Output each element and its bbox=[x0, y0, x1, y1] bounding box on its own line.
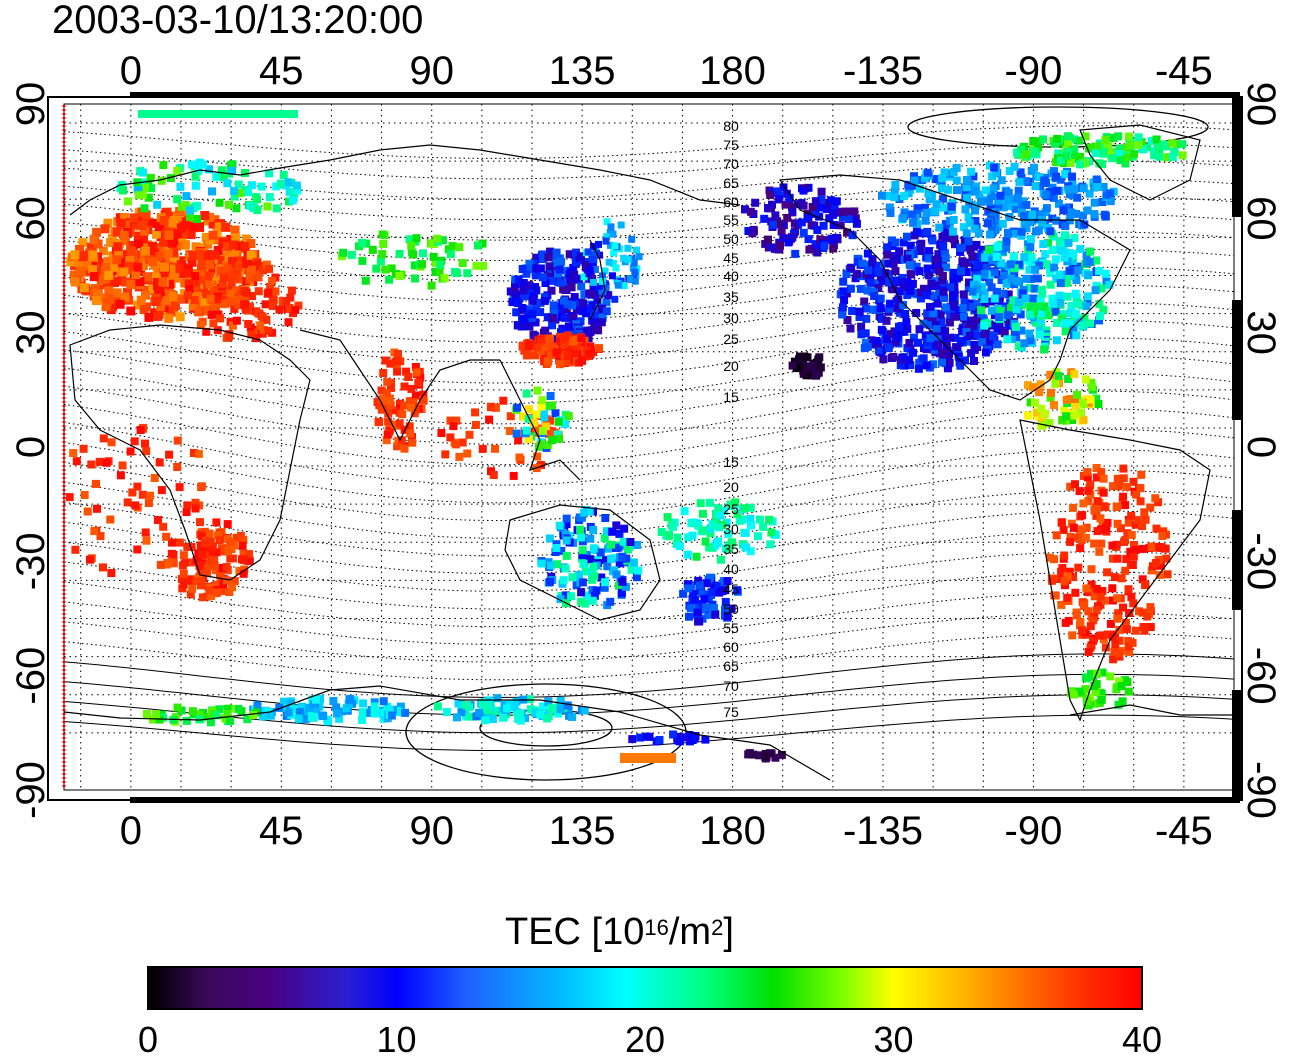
magnetic-latitude-label: 70 bbox=[723, 156, 739, 172]
left-latitude-tick: -60 bbox=[9, 647, 53, 705]
left-latitude-tick: 30 bbox=[9, 310, 53, 355]
magnetic-latitude-label: 15 bbox=[723, 454, 739, 470]
top-longitude-tick: -45 bbox=[1155, 49, 1213, 93]
colorbar-title-exponent-1: 16 bbox=[644, 915, 669, 940]
top-longitude-tick: 0 bbox=[120, 49, 142, 93]
left-latitude-tick: -90 bbox=[9, 761, 53, 819]
right-latitude-tick: 30 bbox=[1239, 310, 1283, 355]
colorbar-tick-label: 30 bbox=[873, 1019, 914, 1060]
magnetic-latitude-label: 20 bbox=[723, 479, 739, 495]
right-latitude-tick: 60 bbox=[1239, 196, 1283, 241]
magnetic-latitude-label: 40 bbox=[723, 268, 739, 284]
left-latitude-tick: -30 bbox=[9, 532, 53, 590]
magnetic-latitude-label: 60 bbox=[723, 639, 739, 655]
bottom-longitude-ticks: 0 45 90 135 180 -135 -90 -45 bbox=[120, 809, 1213, 853]
magnetic-latitude-label: 55 bbox=[723, 620, 739, 636]
bottom-longitude-tick: 135 bbox=[549, 809, 616, 853]
magnetic-latitude-label: 45 bbox=[723, 581, 739, 597]
magnetic-latitude-label: 65 bbox=[723, 658, 739, 674]
magnetic-latitude-label: 70 bbox=[723, 678, 739, 694]
magnetic-latitude-label: 60 bbox=[723, 194, 739, 210]
magnetic-latitude-label: 50 bbox=[723, 601, 739, 617]
magnetic-latitude-label: 50 bbox=[723, 231, 739, 247]
frame-bars bbox=[130, 92, 1242, 803]
coastline-segment bbox=[1019, 419, 1211, 722]
right-latitude-ticks: 90 60 30 0 -30 -60 -90 bbox=[1239, 82, 1283, 819]
magnetic-latitude-label: 35 bbox=[723, 541, 739, 557]
magnetic-latitude-label: 65 bbox=[723, 175, 739, 191]
coastline-segment bbox=[1079, 124, 1201, 201]
bottom-longitude-tick: 45 bbox=[259, 809, 304, 853]
coastline-segment bbox=[299, 329, 500, 442]
magnetic-latitude-label: 80 bbox=[723, 118, 739, 134]
colorbar-tick-label: 20 bbox=[624, 1019, 666, 1060]
magnetic-latitude-label: 20 bbox=[723, 358, 739, 374]
coastline-segment bbox=[589, 239, 606, 321]
right-latitude-tick: 90 bbox=[1239, 82, 1283, 127]
right-latitude-tick: -30 bbox=[1239, 532, 1283, 590]
colorbar-tick-label: 0 bbox=[137, 1019, 159, 1060]
colorbar bbox=[147, 966, 1143, 1010]
coastline-segment bbox=[63, 685, 1234, 781]
colorbar-title-suffix: ] bbox=[723, 911, 734, 953]
magnetic-latitude-label: 30 bbox=[723, 521, 739, 537]
top-longitude-tick: 180 bbox=[699, 49, 766, 93]
magnetic-latitude-label: 30 bbox=[723, 310, 739, 326]
magnetic-latitude-label: 25 bbox=[723, 331, 739, 347]
magnetic-latitude-label: 55 bbox=[723, 212, 739, 228]
right-latitude-tick: 0 bbox=[1239, 436, 1283, 458]
coastline-segment bbox=[69, 144, 741, 216]
colorbar-tick-label: 10 bbox=[376, 1019, 417, 1060]
colorbar-title: TEC [1016/m2] bbox=[505, 910, 734, 954]
magnetic-latitude-labels: 80 75 70 65 60 55 50 45 40 35 30 25 20 15 15 20 25 30 35 40… bbox=[723, 118, 739, 720]
bottom-longitude-tick: 0 bbox=[120, 809, 142, 853]
top-longitude-tick: -135 bbox=[843, 49, 923, 93]
magnetic-latitude-label: 25 bbox=[723, 501, 739, 517]
colorbar-tick-label: 40 bbox=[1121, 1019, 1163, 1060]
left-latitude-ticks: 90 60 30 0 -30 -60 -90 bbox=[9, 82, 53, 819]
right-latitude-tick: -90 bbox=[1239, 761, 1283, 819]
top-longitude-tick: 90 bbox=[409, 49, 454, 93]
colorbar-title-prefix: TEC [10 bbox=[505, 911, 645, 953]
coastline-segment bbox=[504, 504, 661, 621]
tec-map: 80 75 70 65 60 55 50 45 40 35 30 25 20 15 15 20 25 30 35 40… bbox=[9, 49, 1283, 853]
left-latitude-tick: 0 bbox=[9, 436, 53, 458]
magnetic-latitude-label: 40 bbox=[723, 561, 739, 577]
coastline-segment bbox=[69, 324, 311, 581]
coastline-segment bbox=[778, 174, 1131, 401]
colorbar-title-mid: /m bbox=[668, 911, 712, 953]
bottom-longitude-tick: 180 bbox=[699, 809, 766, 853]
left-latitude-tick: 60 bbox=[9, 196, 53, 241]
top-longitude-ticks: 0 45 90 135 180 -135 -90 -45 bbox=[120, 49, 1213, 93]
magnetic-latitude-label: 75 bbox=[723, 137, 739, 153]
top-longitude-tick: 45 bbox=[259, 49, 304, 93]
magnetic-latitude-label: 75 bbox=[723, 704, 739, 720]
bottom-longitude-tick: 90 bbox=[409, 809, 454, 853]
top-longitude-tick: -90 bbox=[1005, 49, 1063, 93]
magnetic-latitude-label: 35 bbox=[723, 289, 739, 305]
bottom-longitude-tick: -90 bbox=[1005, 809, 1063, 853]
top-longitude-tick: 135 bbox=[549, 49, 616, 93]
left-latitude-tick: 90 bbox=[9, 82, 53, 127]
bottom-longitude-tick: -45 bbox=[1155, 809, 1213, 853]
magnetic-latitude-label: 45 bbox=[723, 250, 739, 266]
colorbar-title-exponent-2: 2 bbox=[711, 915, 724, 940]
magnetic-latitude-label: 15 bbox=[723, 389, 739, 405]
coastline-segment bbox=[499, 359, 581, 481]
right-latitude-tick: -60 bbox=[1239, 647, 1283, 705]
bottom-longitude-tick: -135 bbox=[843, 809, 923, 853]
timestamp-title: 2003-03-10/13:20:00 bbox=[52, 0, 424, 42]
continent-outline bbox=[63, 124, 1234, 781]
